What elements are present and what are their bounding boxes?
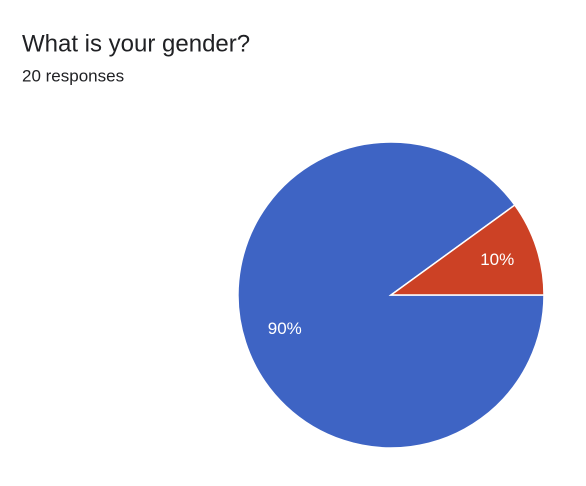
slice-label: 90%: [268, 319, 302, 338]
chart-title: What is your gender?: [22, 30, 250, 57]
chart-subtitle: 20 responses: [22, 66, 124, 85]
pie-slice: [388, 204, 545, 296]
slice-label: 10%: [480, 250, 514, 269]
